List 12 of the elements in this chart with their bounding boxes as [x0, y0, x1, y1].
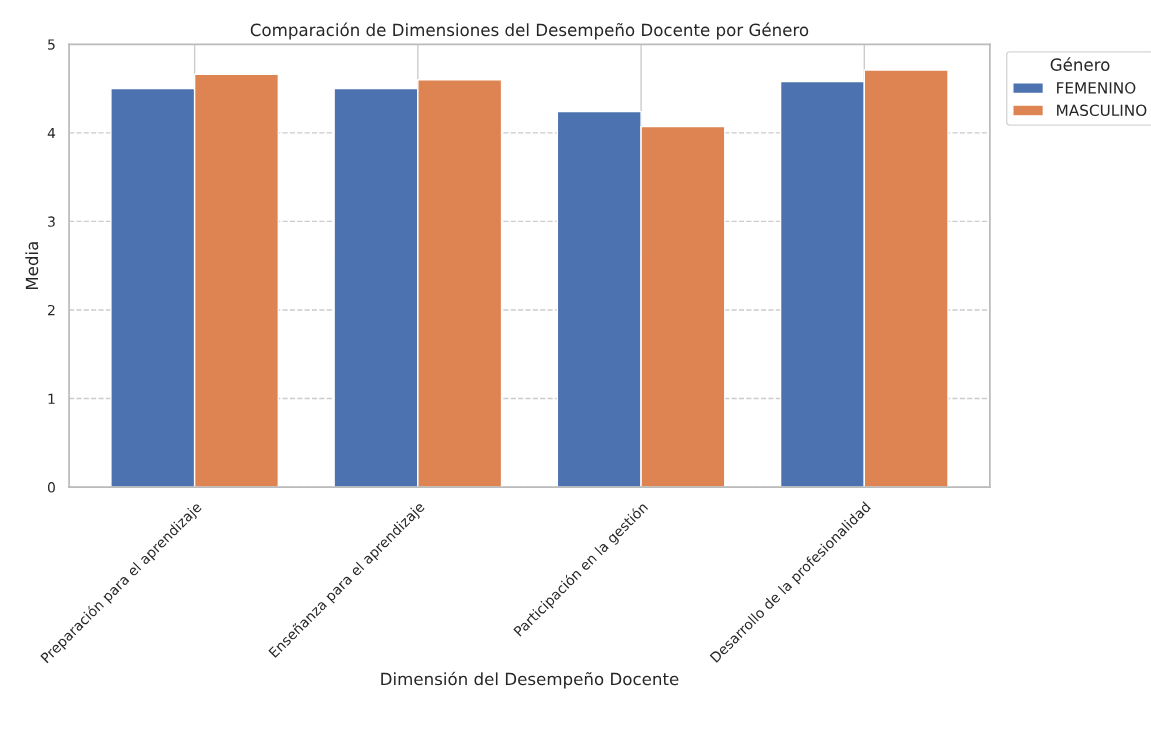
y-tick-label: 0	[47, 482, 55, 493]
y-tick-label: 5	[48, 39, 55, 50]
legend-label: FEMENINO	[1057, 82, 1136, 94]
chart-title: Comparación de Dimensiones del Desempeño Docente por Género	[250, 22, 809, 40]
y-tick-label: 2	[48, 304, 55, 316]
legend-label: MASCULINO	[1057, 104, 1147, 117]
y-tick-label: 3	[48, 216, 55, 227]
legend-title: Género	[1050, 57, 1110, 71]
x-axis-title: Dimensión del Desempeño Docente	[381, 671, 679, 689]
y-tick-label: 1	[48, 393, 55, 404]
y-axis-title: Media	[25, 242, 39, 290]
y-tick-label: 4	[47, 127, 56, 139]
